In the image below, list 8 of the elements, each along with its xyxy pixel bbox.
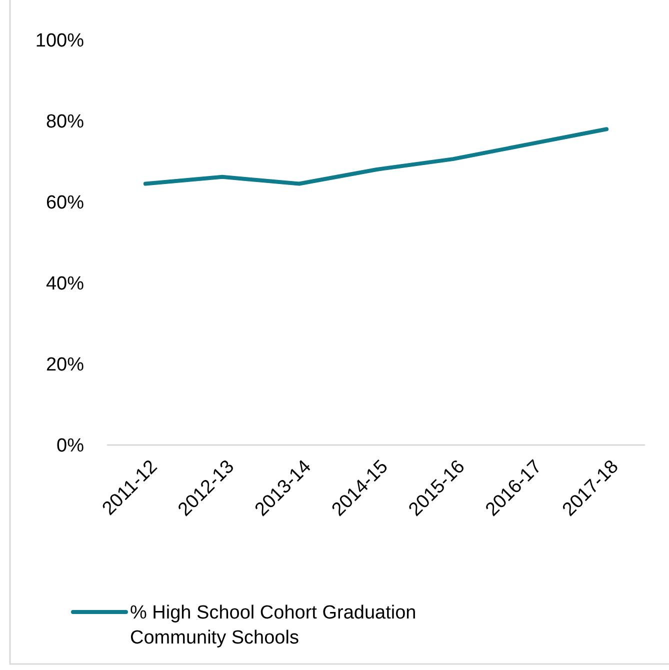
y-tick-label: 40% xyxy=(46,274,84,295)
y-tick-label: 80% xyxy=(46,112,84,133)
y-tick-label: 60% xyxy=(46,192,84,214)
line-series xyxy=(143,127,609,186)
y-tick-label: 0% xyxy=(56,436,84,457)
legend-label: % High School Cohort Graduation Community Schools xyxy=(130,602,416,648)
y-tick-label: 100% xyxy=(35,30,84,52)
y-tick-label: 20% xyxy=(46,354,84,376)
